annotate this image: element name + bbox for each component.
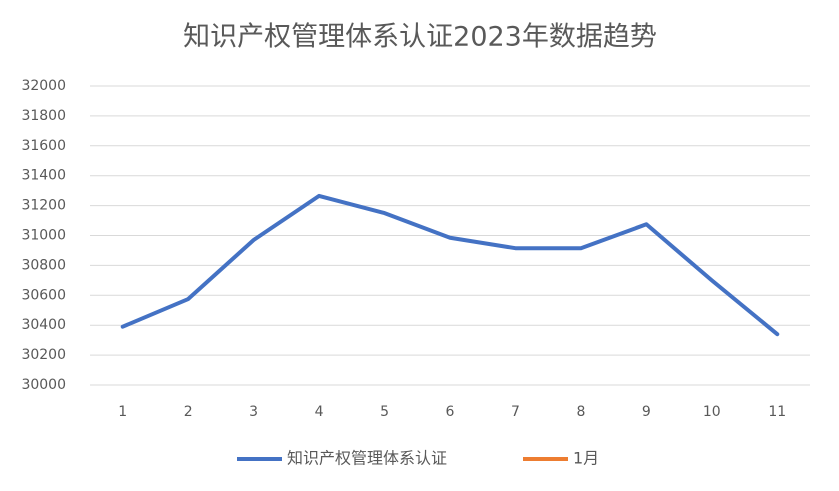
y-tick-label: 31600 xyxy=(21,138,66,154)
y-tick-label: 31000 xyxy=(21,228,66,244)
x-tick-label: 5 xyxy=(380,404,389,420)
x-tick-label: 6 xyxy=(446,404,455,420)
x-tick-label: 8 xyxy=(576,404,585,420)
y-tick-label: 30800 xyxy=(21,257,66,273)
y-tick-label: 30200 xyxy=(21,347,66,363)
legend-label: 知识产权管理体系认证 xyxy=(287,449,447,468)
series-line xyxy=(120,193,780,337)
x-tick-label: 2 xyxy=(184,404,193,420)
y-tick-label: 32000 xyxy=(21,78,66,94)
y-tick-label: 30400 xyxy=(21,317,66,333)
legend-label: 1月 xyxy=(573,449,599,468)
chart-title: 知识产权管理体系认证2023年数据趋势 xyxy=(183,22,657,53)
x-tick-label: 9 xyxy=(642,404,651,420)
y-tick-label: 31800 xyxy=(21,108,66,124)
x-tick-label: 3 xyxy=(249,404,258,420)
x-tick-label: 11 xyxy=(768,404,786,420)
x-tick-label: 10 xyxy=(703,404,721,420)
x-tick-label: 7 xyxy=(511,404,520,420)
y-tick-label: 31400 xyxy=(21,168,66,184)
x-tick-label: 4 xyxy=(315,404,324,420)
y-tick-label: 30600 xyxy=(21,287,66,303)
y-tick-label: 30000 xyxy=(21,377,66,393)
y-tick-label: 31200 xyxy=(21,198,66,214)
x-tick-label: 1 xyxy=(118,404,127,420)
